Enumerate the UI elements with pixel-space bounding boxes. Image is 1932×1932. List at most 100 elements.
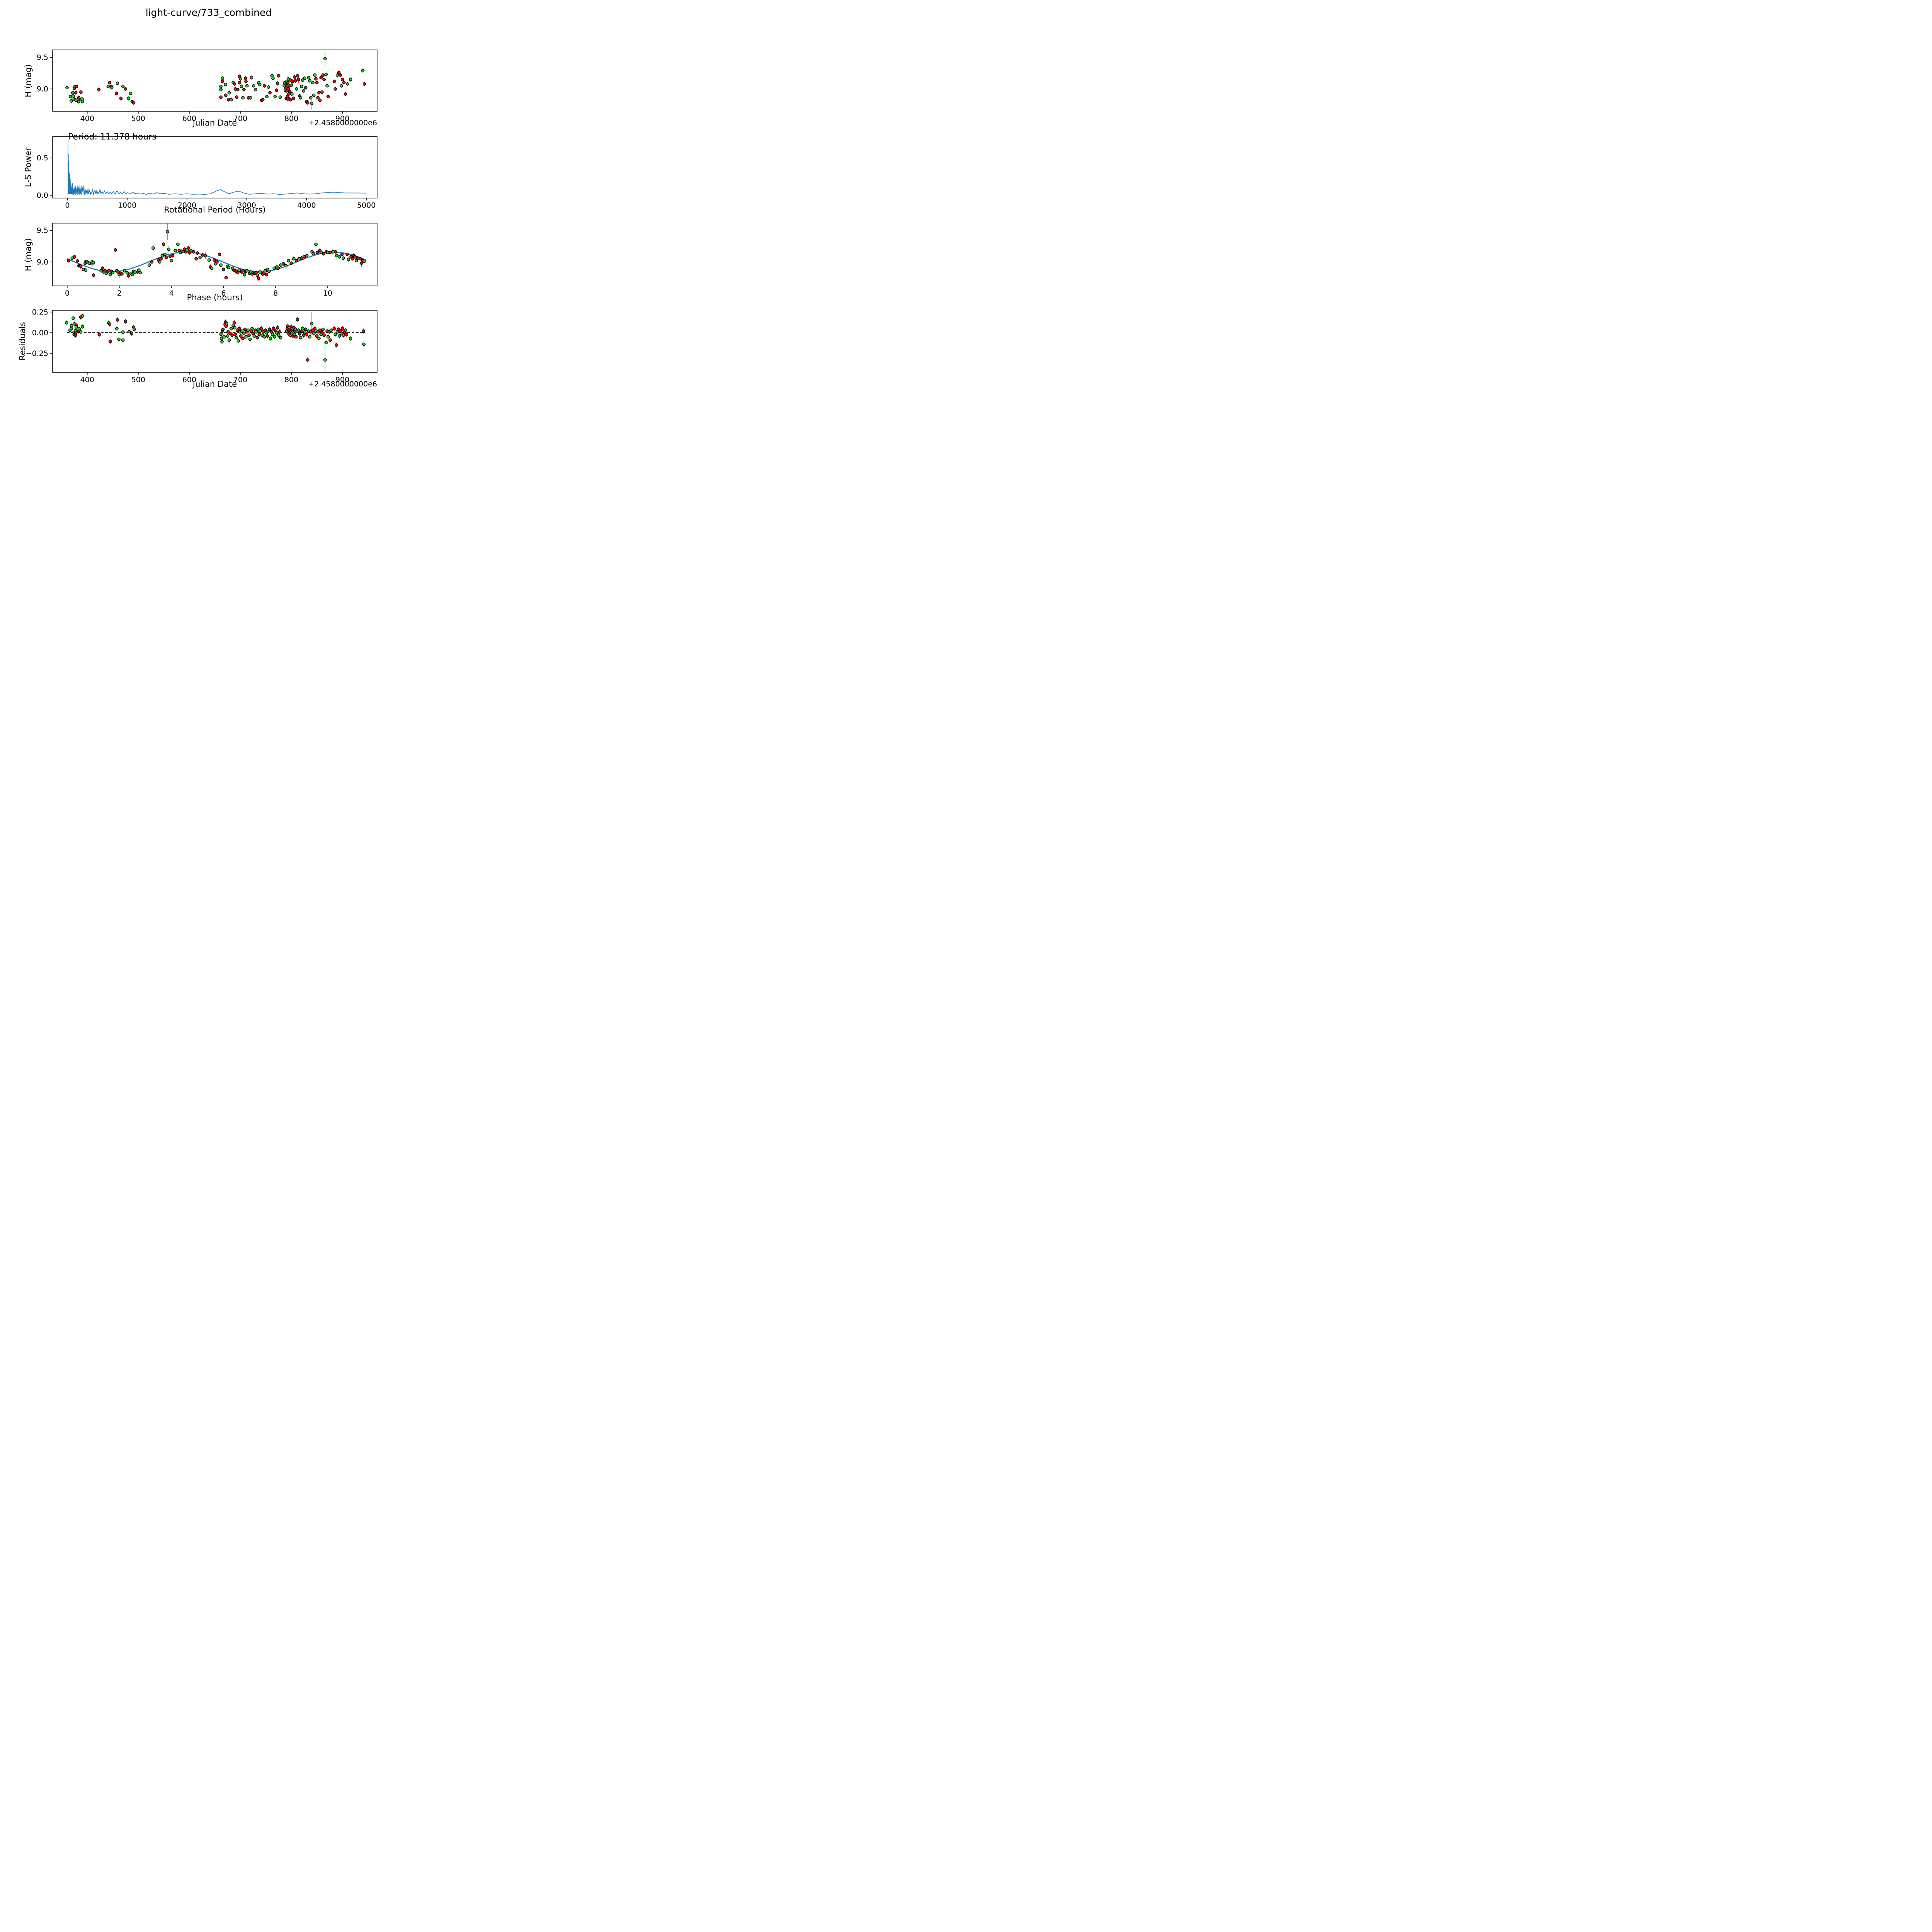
data-point-red <box>278 330 282 334</box>
x-tick-label: 900 <box>335 376 349 384</box>
p3-y-axis-label: H (mag) <box>24 238 33 271</box>
data-point-red <box>360 261 363 265</box>
data-point-green <box>311 81 315 85</box>
figure-title: light-curve/733_combined <box>145 7 272 18</box>
data-point-red <box>97 88 101 92</box>
data-point-red <box>304 328 308 331</box>
data-point-green <box>237 268 241 272</box>
data-point-red <box>221 328 225 331</box>
data-point-green <box>262 335 266 339</box>
data-point-red <box>222 268 225 271</box>
data-point-red <box>345 252 349 256</box>
data-point-red <box>257 276 260 280</box>
data-point-red <box>124 87 128 91</box>
data-point-red <box>243 77 247 80</box>
data-point-red <box>77 96 81 100</box>
panel-p2-data <box>67 139 367 196</box>
data-point-red <box>322 252 326 255</box>
data-point-green <box>81 325 85 328</box>
data-point-red <box>272 327 276 330</box>
data-point-red <box>304 86 308 90</box>
data-point-green <box>278 95 282 99</box>
x-tick-label: 800 <box>284 114 298 123</box>
data-point-green <box>267 85 270 89</box>
p4-y-axis-label: Residuals <box>18 322 27 361</box>
data-point-red <box>100 266 104 270</box>
data-point-green <box>309 96 313 100</box>
data-point-green <box>81 314 85 318</box>
data-point-red <box>302 333 306 337</box>
data-point-green <box>240 85 243 88</box>
data-point-green <box>92 261 95 264</box>
data-point-red <box>241 337 245 340</box>
y-tick-label: 9.5 <box>37 53 48 62</box>
data-point-red <box>294 79 298 83</box>
data-point-red <box>268 91 272 95</box>
data-point-red <box>318 328 322 332</box>
data-point-green <box>324 341 328 344</box>
data-point-green <box>125 271 129 274</box>
data-point-green <box>308 335 312 339</box>
x-tick-label: 0 <box>65 289 70 298</box>
data-point-red <box>298 332 301 335</box>
data-point-green <box>84 268 88 272</box>
data-point-green <box>233 326 236 330</box>
data-point-green <box>323 57 327 61</box>
y-tick-label: 9.0 <box>37 258 48 266</box>
data-point-green <box>289 83 293 87</box>
data-point-red <box>219 95 223 99</box>
data-point-red <box>261 98 265 102</box>
data-point-green <box>303 77 306 80</box>
data-point-green <box>362 259 366 263</box>
panel-p2-spines <box>52 136 378 199</box>
p3-x-axis-label: Phase (hours) <box>187 293 243 302</box>
data-point-green <box>254 330 258 334</box>
data-point-green <box>71 94 75 98</box>
data-point-red <box>215 260 219 264</box>
data-point-red <box>257 332 261 336</box>
data-point-red <box>132 101 136 105</box>
data-point-green <box>342 256 345 260</box>
data-point-green <box>270 332 274 336</box>
data-point-green <box>121 85 125 88</box>
x-tick-label: 3000 <box>237 201 256 210</box>
data-point-green <box>301 78 304 82</box>
data-point-green <box>290 92 294 96</box>
data-point-green <box>73 329 77 333</box>
y-tick-label: 0.5 <box>37 154 48 162</box>
data-point-red <box>291 80 294 83</box>
data-point-red <box>276 82 279 85</box>
data-point-red <box>289 261 293 265</box>
panel-p4-spines <box>52 310 378 373</box>
data-point-green <box>335 254 338 257</box>
data-point-green <box>249 96 252 100</box>
y-tick-label: 0.00 <box>32 328 48 337</box>
data-point-red <box>108 340 112 343</box>
data-point-green <box>265 95 269 99</box>
data-point-green <box>189 249 193 252</box>
data-point-green <box>108 273 112 276</box>
data-point-green <box>302 89 306 93</box>
data-point-green <box>349 78 352 82</box>
data-point-red <box>79 264 83 268</box>
data-point-green <box>275 331 279 335</box>
data-point-red <box>124 320 128 323</box>
data-point-red <box>180 249 184 253</box>
data-point-green <box>312 94 316 97</box>
data-point-green <box>227 91 231 95</box>
data-point-red <box>120 272 124 276</box>
data-point-red <box>265 334 269 338</box>
data-point-green <box>273 95 277 99</box>
data-point-green <box>329 328 333 332</box>
data-point-red <box>192 250 196 254</box>
data-point-red <box>108 322 112 326</box>
x-tick-label: 900 <box>335 114 349 123</box>
data-point-green <box>299 336 303 340</box>
data-point-red <box>75 85 78 88</box>
y-tick-label: −0.25 <box>26 349 48 358</box>
data-point-green <box>127 97 131 100</box>
x-tick-label: 700 <box>233 376 247 384</box>
data-point-green <box>210 266 214 270</box>
data-point-green <box>252 334 256 338</box>
data-point-red <box>322 78 326 82</box>
